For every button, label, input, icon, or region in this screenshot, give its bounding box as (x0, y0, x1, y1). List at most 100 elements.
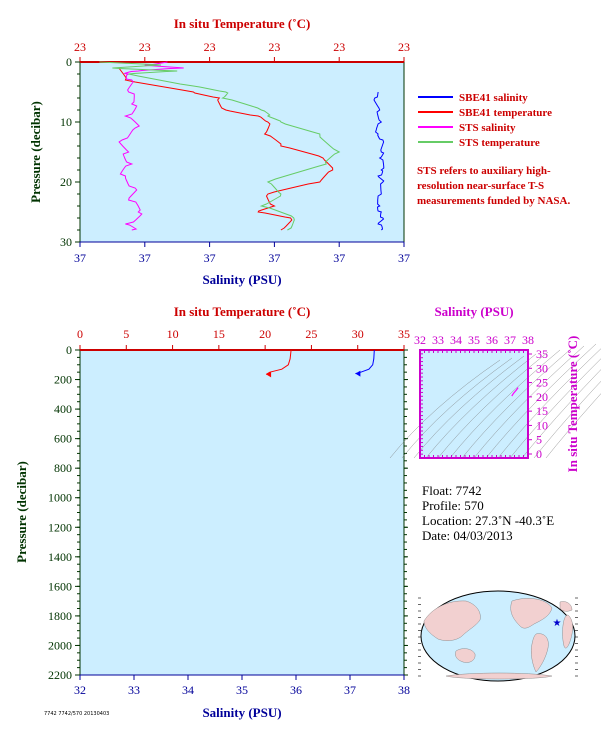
bottom-chart-left-tick-label: 1400 (48, 550, 72, 564)
bottom-chart-top-tick-label: 10 (167, 327, 179, 341)
bottom-chart-top-tick-label: 15 (213, 327, 225, 341)
float-info-panel: Float: 7742 Profile: 570 Location: 27.3˚… (422, 483, 554, 543)
ts-inset-top-tick-label: 37 (504, 333, 516, 347)
top-chart-left-ticks: 0 10 20 30 (60, 55, 80, 249)
legend-label: SBE41 salinity (459, 92, 528, 104)
bottom-chart-bottom-tick-label: 37 (344, 683, 356, 697)
ts-profile-line (511, 387, 519, 397)
bottom-chart-bottom-axis-label: Salinity (PSU) (202, 705, 281, 720)
legend-label: STS temperature (459, 137, 540, 149)
float-location: Location: 27.3˚N -40.3˚E (422, 513, 555, 528)
bottom-chart-top-tick-label: 20 (259, 327, 271, 341)
world-map: ★ (418, 590, 578, 682)
top-series-line-4 (99, 61, 341, 231)
bottom-chart-top-tick-label: 0 (77, 327, 83, 341)
top-chart: In situ Temperature (˚C) 23 23 23 23 23 23 0 1… (28, 16, 410, 287)
top-chart-bottom-tick-label: 37 (139, 251, 151, 265)
ts-inset-right-tick-label: 30 (536, 361, 548, 375)
bottom-chart-top-tick-label: 5 (123, 327, 129, 341)
ts-inset-top-tick-label: 32 (414, 333, 426, 347)
top-chart-left-axis-label: Pressure (decibar) (28, 101, 43, 203)
bottom-chart-left-axis-label: Pressure (decibar) (14, 461, 29, 563)
continent-north-america (510, 598, 553, 629)
top-chart-bottom-ticks: 37 37 37 37 37 37 (74, 242, 410, 265)
bottom-chart-bottom-tick-label: 36 (290, 683, 302, 697)
bottom-chart-bottom-tick-label: 33 (128, 683, 140, 697)
top-chart-top-tick-label: 23 (268, 40, 280, 54)
top-chart-top-tick-label: 23 (398, 40, 410, 54)
top-series-line-1 (373, 91, 385, 231)
top-series-group (99, 61, 385, 231)
ts-density-contour (545, 393, 601, 459)
bottom-chart-bottom-tick-label: 35 (236, 683, 248, 697)
sts-note: STS refers to auxiliary high-resolution … (417, 165, 571, 207)
ts-inset-right-tick-label: 35 (536, 347, 548, 361)
bottom-chart-top-tick-label: 30 (352, 327, 364, 341)
top-chart-bottom-tick-label: 37 (204, 251, 216, 265)
ts-density-contour (401, 357, 513, 459)
bottom-chart-left-tick-label: 600 (54, 432, 72, 446)
ts-density-contour (485, 343, 597, 459)
profile-number: Profile: 570 (422, 498, 484, 513)
bottom-chart-left-tick-label: 2000 (48, 638, 72, 652)
bottom-series-group (265, 349, 375, 378)
bottom-chart-top-ticks: 0 5 10 15 20 25 30 35 (77, 327, 410, 350)
top-chart-left-tick-label: 30 (60, 235, 72, 249)
ts-density-contour (461, 347, 573, 459)
ts-inset-top-tick-label: 34 (450, 333, 462, 347)
ts-density-contour (389, 359, 501, 459)
ts-inset-top-ticks: 32 33 34 35 36 37 38 (414, 333, 534, 458)
ts-inset-top-tick-label: 38 (522, 333, 534, 347)
top-chart-top-tick-label: 23 (74, 40, 86, 54)
ts-inset-plot-area (419, 349, 529, 459)
bottom-chart-left-tick-label: 1800 (48, 609, 72, 623)
ts-density-contour (533, 380, 601, 459)
ts-inset-top-tick-label: 36 (486, 333, 498, 347)
ts-density-contour (449, 349, 561, 459)
top-chart-legend: SBE41 salinity SBE41 temperature STS salin… (418, 92, 552, 149)
bottom-chart-left-tick-label: 400 (54, 402, 72, 416)
bottom-chart-left-tick-label: 200 (54, 373, 72, 387)
top-chart-top-tick-label: 23 (139, 40, 151, 54)
bottom-chart-bottom-ticks: 32 33 34 35 36 37 38 (74, 675, 410, 697)
top-chart-top-axis-label: In situ Temperature (˚C) (174, 16, 311, 31)
float-location-marker: ★ (553, 618, 562, 629)
top-series-line-3 (118, 61, 184, 231)
ts-inset-right-axis-label: In situ Temperature (˚C) (565, 336, 580, 473)
top-chart-left-tick-label: 10 (60, 115, 72, 129)
bottom-chart-top-tick-label: 35 (398, 327, 410, 341)
float-id: Float: 7742 (422, 483, 482, 498)
top-chart-top-ticks: 23 23 23 23 23 23 (74, 40, 410, 62)
top-chart-top-tick-label: 23 (204, 40, 216, 54)
ts-inset: Salinity (PSU) 32 33 34 35 36 37 38 3530252015… (389, 304, 601, 473)
bottom-chart-left-tick-label: 1600 (48, 579, 72, 593)
continent-south-america (531, 633, 549, 673)
bottom-chart-bottom-tick-label: 34 (182, 683, 194, 697)
ts-density-contour (473, 345, 585, 459)
ts-inset-right-tick-label: 5 (536, 433, 542, 447)
world-map-ticks (418, 597, 578, 677)
world-map-continents (423, 598, 573, 680)
ts-series-group (511, 387, 519, 397)
bottom-series-end-arrow-2 (266, 371, 272, 378)
top-chart-bottom-axis-label: Salinity (PSU) (202, 272, 281, 287)
top-chart-left-tick-label: 0 (66, 55, 72, 69)
bottom-chart-left-ticks: 0 200 400 600 800 1000 1200 1400 1600 1800 2000 220… (48, 343, 408, 682)
continent-asia (423, 600, 481, 641)
ts-density-contour (437, 351, 549, 459)
bottom-chart-left-tick-label: 1200 (48, 520, 72, 534)
top-chart-bottom-tick-label: 37 (268, 251, 280, 265)
ts-density-contour (497, 348, 601, 459)
bottom-chart-left-tick-label: 1000 (48, 491, 72, 505)
bottom-series-end-arrow-1 (355, 370, 361, 377)
top-plot-area (80, 62, 404, 242)
legend-label: STS salinity (459, 122, 516, 134)
ts-inset-top-tick-label: 35 (468, 333, 480, 347)
bottom-chart-bottom-tick-label: 38 (398, 683, 410, 697)
bottom-chart-top-axis-label: In situ Temperature (˚C) (174, 304, 311, 319)
ts-density-contour (509, 358, 601, 459)
continent-antarctica (445, 672, 553, 680)
ts-inset-top-axis-label: Salinity (PSU) (434, 304, 513, 319)
